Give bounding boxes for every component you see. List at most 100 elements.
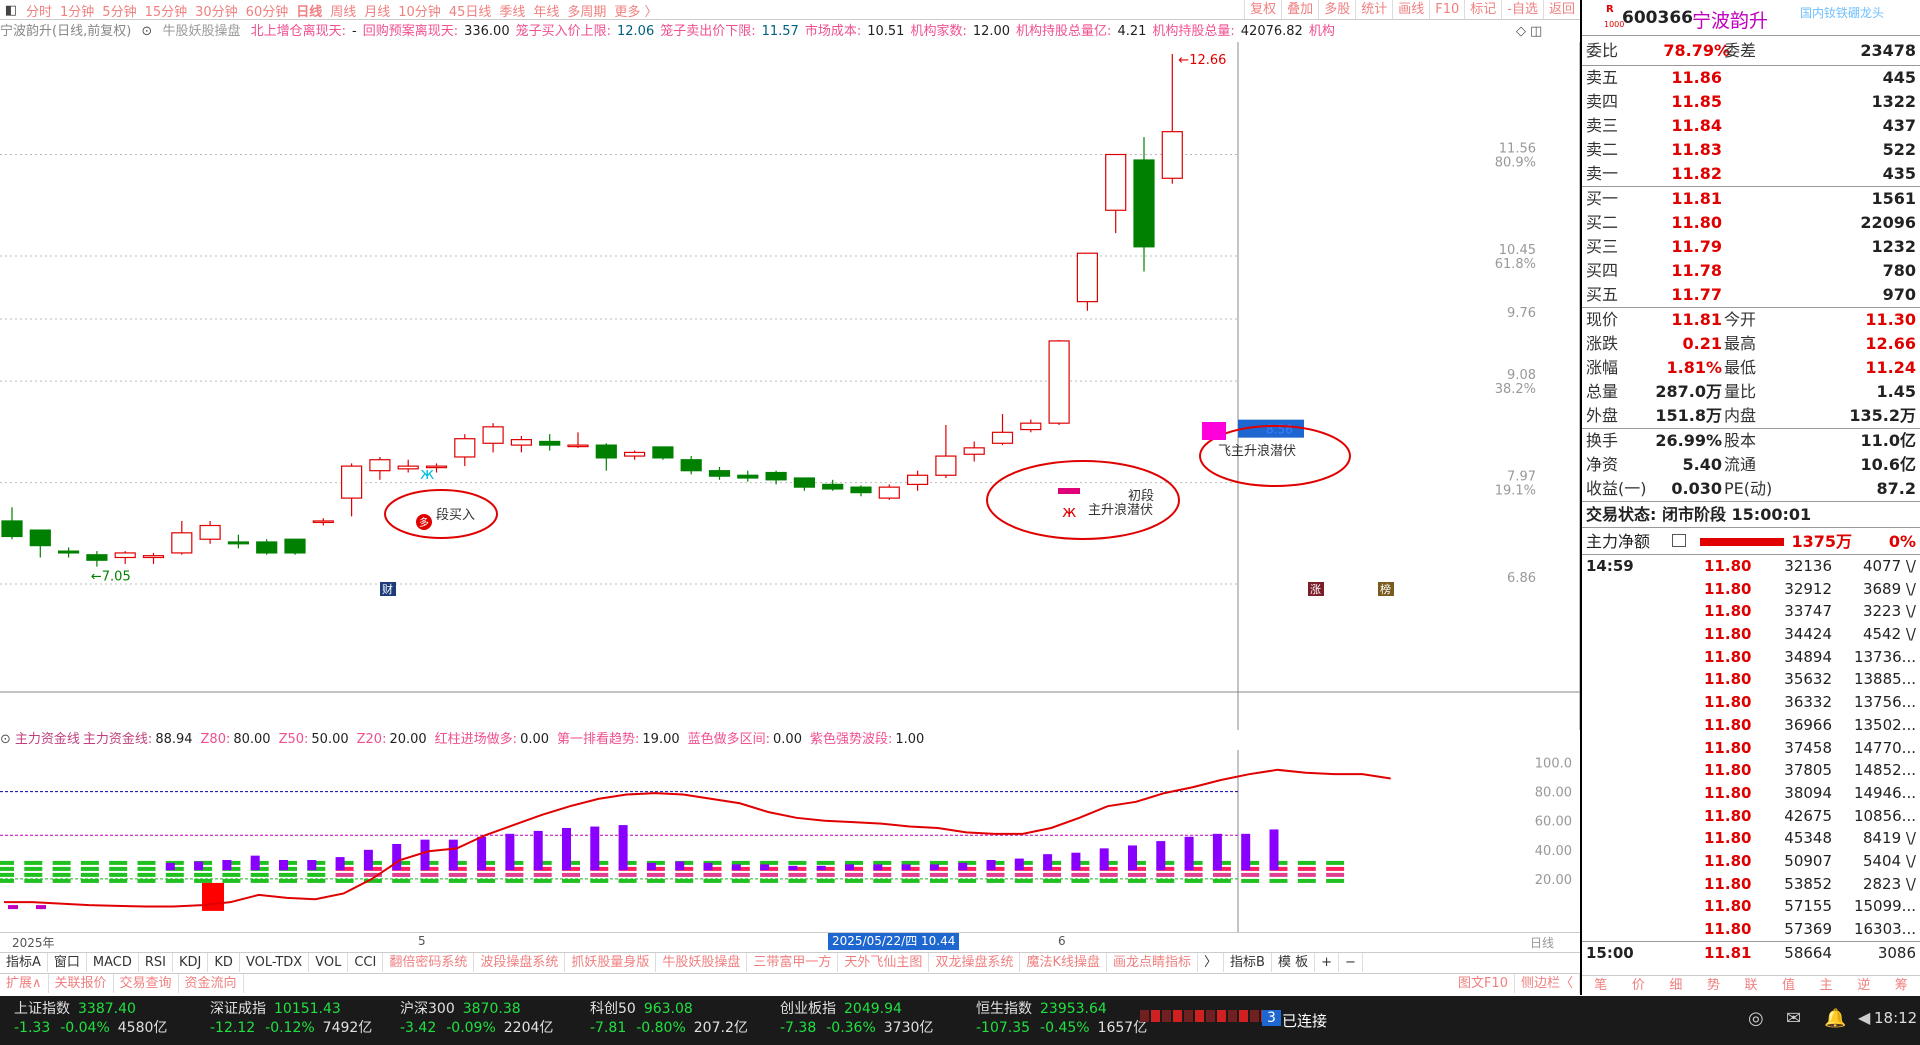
headset-icon[interactable]: ◎: [1748, 1008, 1764, 1029]
candle[interactable]: [227, 534, 249, 549]
bell-icon[interactable]: 🔔: [1824, 1008, 1847, 1029]
candle[interactable]: [86, 551, 108, 567]
candle[interactable]: [595, 443, 617, 471]
candle[interactable]: [510, 435, 532, 453]
tool-button[interactable]: 叠加: [1281, 0, 1318, 19]
list-icon[interactable]: [1672, 534, 1686, 547]
candle[interactable]: [57, 547, 80, 558]
candle[interactable]: [1048, 340, 1070, 425]
period-tab[interactable]: 5分钟: [102, 4, 137, 20]
indicator-tab[interactable]: 三带富甲一方: [747, 953, 839, 972]
candle[interactable]: [1, 507, 23, 540]
candle[interactable]: [991, 414, 1014, 446]
extension-tab[interactable]: 资金流向: [179, 974, 244, 993]
indicator-tab[interactable]: +: [1315, 953, 1339, 972]
market-index[interactable]: 恒生指数 23953.64 -107.35 -0.45% 1657亿: [976, 1001, 1148, 1036]
period-tab[interactable]: 10分钟: [398, 4, 441, 20]
candle[interactable]: [652, 446, 674, 460]
period-tab[interactable]: 多周期: [567, 4, 607, 20]
candle[interactable]: [256, 539, 278, 555]
period-tab[interactable]: 日线: [296, 4, 323, 20]
period-tab[interactable]: 月线: [364, 4, 391, 20]
candle[interactable]: [567, 432, 589, 448]
market-index[interactable]: 创业板指 2049.94 -7.38 -0.36% 3730亿: [780, 1001, 934, 1036]
candle[interactable]: [765, 470, 787, 485]
quote-tab[interactable]: 价: [1631, 978, 1645, 993]
period-tab[interactable]: 45日线: [448, 4, 492, 20]
indicator-tab[interactable]: −: [1339, 953, 1363, 972]
candle[interactable]: [29, 529, 51, 558]
indicator-tab[interactable]: KD: [208, 953, 240, 972]
indicator-tab[interactable]: 天外飞仙主图: [838, 953, 930, 972]
candle[interactable]: [1076, 252, 1099, 311]
indicator-tab[interactable]: 〉: [1198, 953, 1225, 972]
indicator-tab[interactable]: 双龙操盘系统: [929, 953, 1021, 972]
candle[interactable]: [114, 551, 136, 564]
quote-tab[interactable]: 主: [1819, 978, 1833, 993]
tool-button[interactable]: F10: [1429, 0, 1464, 19]
quote-tab[interactable]: 细: [1669, 978, 1683, 993]
candle[interactable]: [454, 434, 476, 467]
extension-tab[interactable]: 扩展∧: [0, 974, 49, 993]
tool-button[interactable]: 多股: [1318, 0, 1355, 19]
period-tab[interactable]: 季线: [499, 4, 526, 20]
side-tab[interactable]: 侧边栏〈: [1515, 974, 1580, 993]
candle[interactable]: [963, 441, 985, 462]
candle[interactable]: [737, 470, 759, 482]
tool-button[interactable]: 统计: [1355, 0, 1392, 19]
side-tab[interactable]: 图文F10: [1452, 974, 1515, 993]
period-tab[interactable]: 30分钟: [195, 4, 238, 20]
quote-tab[interactable]: 势: [1706, 978, 1720, 993]
indicator-tab[interactable]: 画龙点睛指标: [1107, 953, 1198, 972]
sub-collapse-icon[interactable]: ⊙: [0, 732, 11, 747]
indicator-tab[interactable]: KDJ: [173, 953, 209, 972]
period-tab[interactable]: 更多 〉: [614, 4, 658, 20]
candle[interactable]: [793, 477, 816, 491]
quote-tab[interactable]: 逆: [1857, 978, 1871, 993]
window-icon[interactable]: ◫: [1530, 24, 1543, 39]
quote-tab[interactable]: 笔: [1594, 978, 1608, 993]
tool-button[interactable]: 标记: [1464, 0, 1501, 19]
market-index[interactable]: 沪深300 3870.38 -3.42 -0.09% 2204亿: [400, 1001, 554, 1036]
period-tab[interactable]: 分时: [26, 4, 53, 20]
candle[interactable]: [341, 463, 363, 517]
candle[interactable]: [199, 520, 221, 544]
period-tab[interactable]: 年线: [533, 4, 560, 20]
candle[interactable]: [1161, 54, 1183, 184]
candle[interactable]: [312, 518, 334, 526]
candle[interactable]: [284, 538, 306, 555]
menu-icon[interactable]: ◧: [4, 2, 18, 18]
market-index[interactable]: 上证指数 3387.40 -1.33 -0.04% 4580亿: [14, 1001, 168, 1036]
tool-button[interactable]: 画线: [1392, 0, 1429, 19]
indicator-tab[interactable]: CCI: [348, 953, 384, 972]
indicator-dropdown-icon[interactable]: ⊙: [141, 24, 153, 39]
quote-tab[interactable]: 筹: [1894, 978, 1908, 993]
market-index[interactable]: 科创50 963.08 -7.81 -0.80% 207.2亿: [590, 1001, 748, 1036]
candle[interactable]: [935, 425, 957, 478]
candle[interactable]: [482, 423, 504, 453]
period-tab[interactable]: 15分钟: [144, 4, 188, 20]
candle[interactable]: [539, 434, 561, 451]
period-tab[interactable]: 周线: [330, 4, 357, 20]
indicator-tab[interactable]: VOL: [309, 953, 349, 972]
indicator-tab[interactable]: 波段操盘系统: [474, 953, 566, 972]
candle[interactable]: [680, 456, 702, 475]
market-index[interactable]: 深证成指 10151.43 -12.12 -0.12% 7492亿: [210, 1001, 373, 1036]
chat-icon[interactable]: ✉: [1786, 1008, 1802, 1029]
tool-button[interactable]: -自选: [1501, 0, 1543, 19]
tick-list[interactable]: 14:59 11.80 32136 4077 \/ 11.80 32912 3689 \/ 1…: [1582, 555, 1920, 941]
indicator-tab[interactable]: 魔法K线操盘: [1020, 953, 1107, 972]
candle[interactable]: [822, 479, 844, 491]
indicator-tab[interactable]: MACD: [87, 953, 139, 972]
fund-flow-chart[interactable]: 100.0 80.00 60.00 40.00 20.00: [0, 750, 1580, 932]
indicator-tab[interactable]: 窗口: [48, 953, 87, 972]
indicator-tab[interactable]: 指标B: [1224, 953, 1272, 972]
candle[interactable]: [906, 470, 929, 491]
candle[interactable]: [708, 467, 731, 480]
period-tab[interactable]: 60分钟: [245, 4, 289, 20]
candle[interactable]: [369, 456, 391, 480]
tool-button[interactable]: 复权: [1244, 0, 1281, 19]
candle[interactable]: [1105, 153, 1127, 234]
candle[interactable]: [878, 484, 900, 500]
